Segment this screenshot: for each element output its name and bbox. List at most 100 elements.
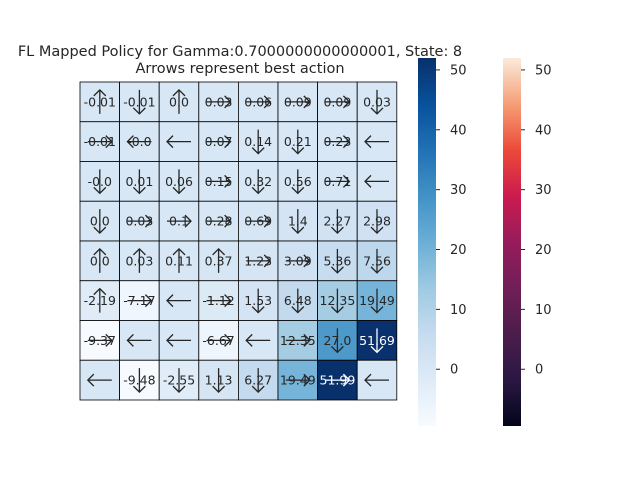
cell-value-label: 0.14 [244, 134, 272, 149]
policy-arrow-head [93, 247, 107, 256]
policy-arrow-head [166, 333, 174, 347]
policy-arrow-head [93, 186, 107, 195]
cell-value-label: 7.56 [363, 253, 391, 268]
cell-value-label: 0.11 [165, 253, 193, 268]
policy-arrow-head [370, 266, 384, 274]
cell-value-label: 0.15 [205, 174, 233, 189]
cell-value-label: 19.49 [359, 293, 395, 308]
policy-arrow-head [251, 306, 265, 314]
cell-value-label: -2.19 [84, 293, 116, 308]
cell-value-label: -0.0 [88, 174, 112, 189]
policy-arrow-head [224, 333, 232, 347]
policy-arrow-head [370, 107, 384, 115]
policy-arrow-head [251, 186, 265, 195]
heatmap-grid: -0.01 -0.01 0.0 0.03 0.06 0.09 0.09 0.03 -0.01 -0… [79, 81, 398, 401]
policy-arrow-head [330, 226, 344, 235]
policy-arrow-head [370, 226, 384, 235]
cell-value-label: 0.09 [323, 94, 351, 109]
policy-arrow-head [93, 226, 107, 235]
cell-value-label: 6.27 [244, 373, 272, 388]
colorbar-tick-label: 0 [535, 363, 543, 378]
policy-arrow-head [224, 214, 232, 228]
policy-arrow-head [291, 147, 305, 155]
cell-value-label: 1.4 [288, 214, 308, 229]
policy-arrow-head [291, 226, 305, 235]
colorbar-tick-label: 30 [450, 183, 467, 198]
cell-value-label: 0.1 [169, 214, 189, 229]
policy-arrow-head [342, 174, 351, 188]
colorbar-gradient [418, 58, 436, 426]
cell-value-label: 0.09 [284, 94, 312, 109]
cell-value-label: -0.01 [84, 134, 116, 149]
cell-value-label: 51.69 [359, 333, 395, 348]
policy-arrow-head [93, 88, 107, 97]
policy-arrow-head [224, 294, 232, 308]
cell-value-label: 0.0 [169, 94, 189, 109]
cell-value-label: 0.03 [125, 214, 153, 229]
colorbar-blues: 0 10 20 30 40 50 [418, 58, 467, 426]
cell-value-label: -1.12 [202, 293, 234, 308]
policy-arrow-head [303, 333, 311, 347]
cell-value-label: -9.37 [84, 333, 116, 348]
cell-value-label: 2.27 [323, 214, 351, 229]
cell-value-label: 0.03 [125, 253, 153, 268]
heatmap-cell [317, 240, 358, 282]
policy-arrow-head [224, 174, 232, 188]
policy-arrow-head [303, 254, 311, 268]
policy-arrow-head [126, 333, 134, 347]
cell-value-label: 27.0 [323, 333, 351, 348]
policy-arrow-head [342, 373, 351, 387]
cell-value-label: 0.23 [323, 134, 351, 149]
policy-arrow-head [303, 373, 311, 387]
cell-value-label: 6.48 [284, 293, 312, 308]
policy-arrow-head [263, 254, 272, 268]
policy-arrow-head [330, 266, 344, 274]
cell-value-label: 0.56 [284, 174, 312, 189]
cell-value-label: 1.13 [205, 373, 233, 388]
cell-value-label: 2.98 [363, 214, 391, 229]
cell-value-label: 0.03 [363, 94, 391, 109]
policy-arrow-head [364, 373, 372, 387]
cell-value-label: 0.06 [244, 94, 272, 109]
policy-arrow-head [132, 247, 146, 256]
policy-arrow-head [364, 174, 372, 188]
cell-value-label: -0.01 [84, 94, 116, 109]
policy-arrow-head [132, 385, 146, 394]
heatmap-cell [356, 121, 398, 162]
policy-arrow-head [132, 186, 146, 195]
colorbar-tick-label: 50 [535, 63, 552, 78]
colorbar-tick-label: 40 [450, 123, 467, 138]
cell-value-label: 0.03 [205, 94, 233, 109]
policy-arrow-head [291, 306, 305, 314]
cell-value-label: 0.37 [205, 253, 233, 268]
cell-value-label: 0.28 [205, 214, 233, 229]
cell-value-label: 0.01 [125, 174, 153, 189]
colorbar-tick-label: 30 [535, 183, 552, 198]
policy-arrow-head [172, 385, 186, 394]
cell-value-label: 0.0 [90, 253, 110, 268]
colorbar-tick-label: 50 [450, 63, 467, 78]
cell-value-label: -9.48 [123, 373, 155, 388]
cell-value-label: 0.21 [284, 134, 312, 149]
policy-arrow-head [342, 95, 351, 109]
cell-value-label: 1.53 [244, 293, 272, 308]
policy-arrow-head [212, 385, 226, 394]
policy-arrow-head [212, 247, 226, 256]
colorbar-gradient [503, 58, 521, 426]
policy-arrow-head [251, 147, 265, 155]
policy-arrow-head [263, 95, 272, 109]
policy-arrow-head [132, 107, 146, 115]
policy-arrow-head [370, 345, 384, 354]
cell-value-label: -2.55 [163, 373, 195, 388]
policy-arrow-head [303, 95, 311, 109]
policy-arrow-head [342, 135, 351, 149]
cell-value-label: 0.69 [244, 214, 272, 229]
policy-arrow-head [224, 135, 232, 149]
policy-arrow-head [224, 95, 232, 109]
cell-value-label: 0.07 [205, 134, 233, 149]
policy-arrow-head [105, 135, 113, 149]
policy-arrow-head [93, 287, 107, 296]
policy-arrow-head [172, 186, 186, 195]
cell-value-label: 3.09 [284, 253, 312, 268]
